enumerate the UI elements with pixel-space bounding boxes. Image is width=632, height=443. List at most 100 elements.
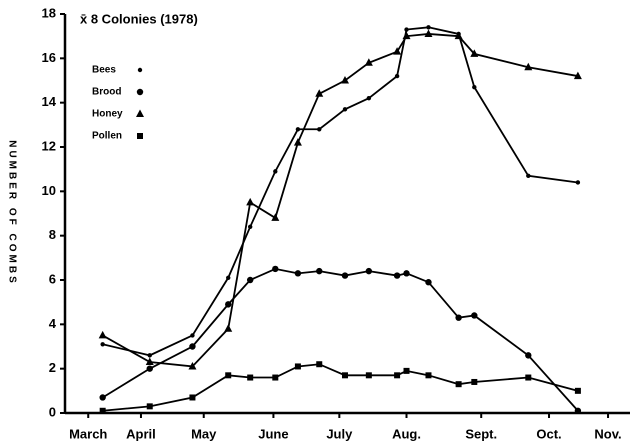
x-tick-label: April — [126, 426, 156, 441]
y-tick-label: 4 — [49, 316, 57, 331]
data-point — [225, 372, 232, 379]
data-point — [146, 365, 153, 372]
y-axis-label: NUMBER OF COMBS — [6, 140, 17, 286]
data-point — [316, 361, 323, 368]
data-point — [425, 372, 432, 379]
chart-title: x̄ 8 Colonies (1978) — [80, 11, 198, 26]
data-point — [294, 270, 302, 277]
data-point — [273, 169, 278, 174]
data-point — [224, 324, 233, 332]
legend-label: Bees — [92, 65, 116, 76]
data-point — [316, 267, 323, 275]
data-point — [426, 25, 431, 30]
data-point — [393, 47, 402, 55]
data-point — [246, 197, 255, 206]
data-point — [472, 84, 477, 90]
data-point — [524, 62, 533, 71]
data-point — [293, 138, 302, 146]
data-point — [573, 71, 582, 80]
data-point — [393, 272, 401, 279]
data-point — [189, 394, 196, 401]
data-point — [317, 127, 322, 132]
data-point — [147, 353, 152, 358]
data-point — [295, 127, 301, 132]
data-point — [247, 224, 253, 229]
legend-marker — [136, 109, 144, 117]
data-point — [471, 312, 478, 319]
data-point — [403, 270, 410, 277]
y-tick-label: 18 — [42, 5, 56, 20]
data-point — [575, 180, 581, 185]
x-tick-label: Nov. — [594, 426, 621, 441]
data-point — [455, 314, 462, 321]
data-point — [525, 352, 532, 359]
legend-label: Honey — [92, 109, 123, 120]
data-point — [100, 342, 105, 347]
legend-marker — [137, 67, 143, 73]
data-point — [424, 29, 433, 37]
series-line — [102, 33, 579, 368]
data-point — [341, 272, 349, 279]
data-point — [365, 267, 373, 275]
data-point — [574, 387, 581, 394]
data-point — [271, 213, 280, 221]
data-point — [404, 27, 409, 32]
data-point — [364, 58, 373, 66]
data-point — [99, 394, 106, 401]
data-point — [394, 73, 400, 79]
y-tick-label: 8 — [49, 227, 56, 242]
series-line — [102, 363, 579, 412]
data-point — [403, 367, 410, 374]
legend-label: Brood — [92, 87, 121, 98]
x-tick-label: July — [326, 426, 353, 441]
data-point — [189, 343, 196, 350]
y-tick-label: 16 — [42, 50, 56, 65]
legend-marker — [136, 88, 144, 96]
y-tick-label: 6 — [49, 271, 56, 286]
y-tick-label: 12 — [42, 138, 56, 153]
data-point — [394, 372, 401, 379]
data-point — [471, 378, 478, 385]
x-tick-label: June — [258, 426, 288, 441]
data-point — [145, 357, 154, 366]
x-tick-label: Aug. — [392, 426, 421, 441]
data-point — [225, 301, 232, 308]
data-point — [146, 403, 153, 410]
x-tick-label: May — [191, 426, 217, 441]
y-tick-label: 2 — [49, 360, 56, 375]
data-point — [272, 265, 279, 273]
data-point — [365, 372, 372, 379]
data-point — [366, 96, 372, 101]
data-point — [425, 279, 432, 286]
data-point — [342, 107, 348, 112]
data-point — [340, 76, 349, 84]
data-point — [454, 31, 463, 40]
data-point — [226, 275, 231, 280]
x-tick-label: Sept. — [465, 426, 497, 441]
series-line — [102, 267, 579, 412]
x-tick-label: March — [69, 426, 107, 441]
data-point — [294, 363, 301, 370]
x-tick-label: Oct. — [536, 426, 561, 441]
data-point — [574, 407, 582, 414]
data-point — [247, 374, 254, 381]
y-tick-label: 10 — [42, 183, 56, 198]
data-point — [190, 333, 195, 338]
data-point — [98, 330, 107, 339]
y-tick-label: 14 — [42, 94, 57, 109]
data-point — [341, 372, 348, 379]
series-line — [102, 26, 579, 357]
legend-label: Pollen — [92, 131, 122, 142]
data-point — [402, 31, 411, 40]
data-point — [525, 374, 532, 381]
y-tick-label: 0 — [49, 404, 56, 419]
data-point — [99, 407, 106, 414]
data-point — [526, 173, 531, 179]
data-point — [455, 381, 462, 388]
data-point — [188, 361, 197, 370]
data-point — [315, 89, 324, 97]
legend-marker — [137, 133, 143, 139]
data-point — [272, 374, 279, 381]
data-point — [470, 49, 479, 57]
